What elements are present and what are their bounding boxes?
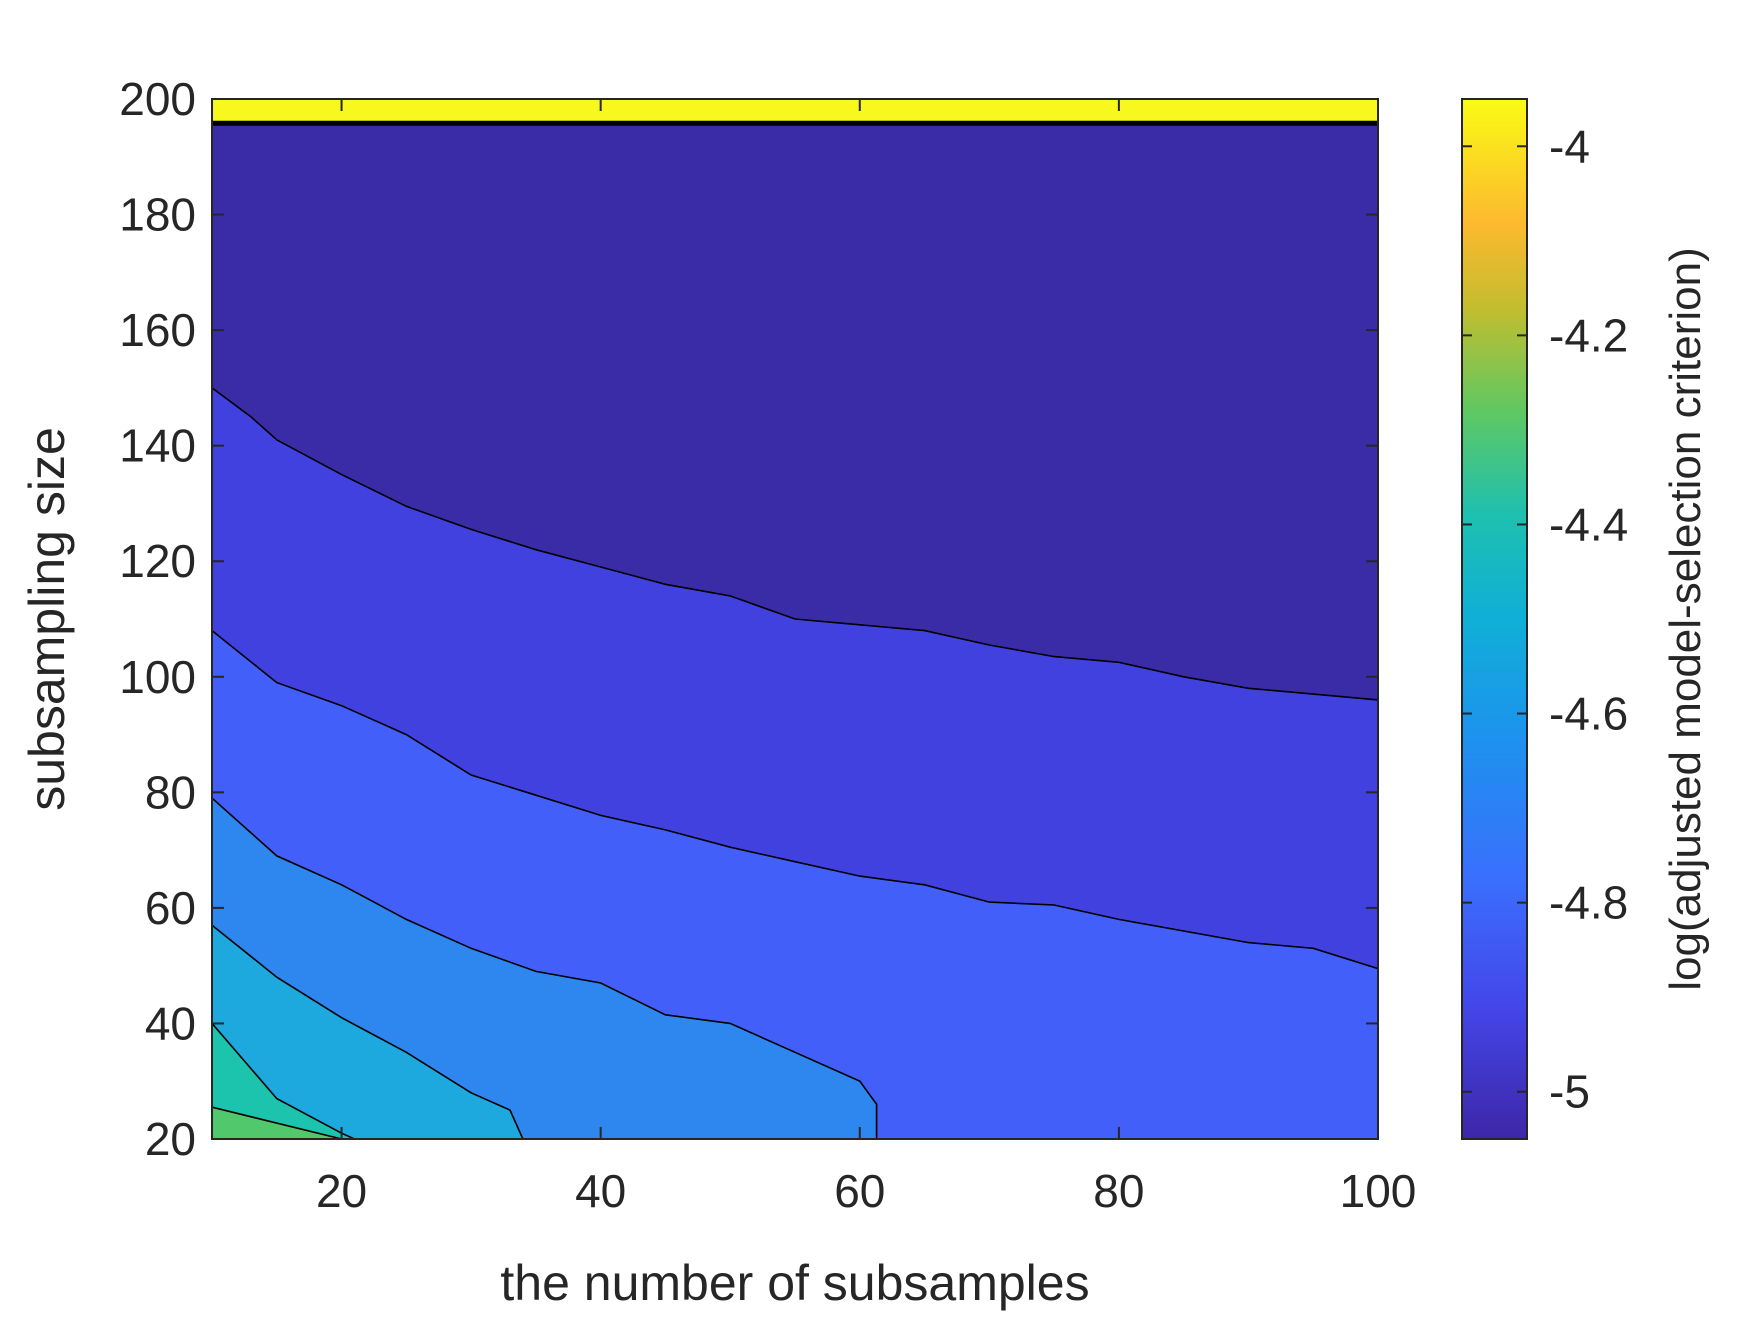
colorbar-label: log(adjusted model-selection criterion) <box>1661 247 1710 990</box>
y-tick-label: 100 <box>119 651 196 703</box>
colorbar-tick-label: -4.6 <box>1549 688 1628 740</box>
y-tick-label: 40 <box>145 997 196 1049</box>
y-tick-label: 160 <box>119 304 196 356</box>
colorbar-tick-label: -4.2 <box>1549 309 1628 361</box>
contour-fills <box>212 99 1378 1139</box>
y-axis-label: subsampling size <box>19 427 75 811</box>
colorbar-axis: -5 -4.8 -4.6 -4.4 -4.2 -4 <box>1462 120 1628 1118</box>
colorbar-tick-label: -4 <box>1549 120 1590 172</box>
contour-line-3 <box>212 797 878 1139</box>
y-tick-label: 120 <box>119 535 196 587</box>
y-tick-label: 140 <box>119 420 196 472</box>
x-axis: 20 40 60 80 100 <box>316 99 1416 1217</box>
x-tick-label: 20 <box>316 1165 367 1217</box>
x-tick-label: 100 <box>1340 1165 1417 1217</box>
x-axis-label: the number of subsamples <box>500 1255 1089 1311</box>
x-tick-label: 80 <box>1093 1165 1144 1217</box>
contour-line-1 <box>212 1022 355 1139</box>
x-tick-label: 40 <box>575 1165 626 1217</box>
contour-line-4 <box>212 629 1378 970</box>
contour-line-0 <box>212 1106 342 1139</box>
y-tick-label: 60 <box>145 882 196 934</box>
y-axis: 20 40 60 80 100 120 140 160 180 200 <box>119 73 1378 1165</box>
plot-frame <box>211 98 1379 1140</box>
colorbar-tick-label: -4.8 <box>1549 877 1628 929</box>
colorbar <box>1461 98 1528 1140</box>
y-tick-label: 180 <box>119 189 196 241</box>
y-tick-label: 20 <box>145 1113 196 1165</box>
colorbar-tick-label: -4.4 <box>1549 498 1628 550</box>
y-tick-label: 200 <box>119 73 196 125</box>
y-tick-label: 80 <box>145 766 196 818</box>
colorbar-tick-label: -5 <box>1549 1066 1590 1118</box>
contour-lines <box>212 120 1378 1139</box>
contour-band-top <box>212 99 1378 124</box>
contour-band-5 <box>212 1023 355 1139</box>
x-tick-label: 60 <box>834 1165 885 1217</box>
contour-line-5 <box>212 387 1378 701</box>
contour-line-2 <box>212 924 524 1139</box>
